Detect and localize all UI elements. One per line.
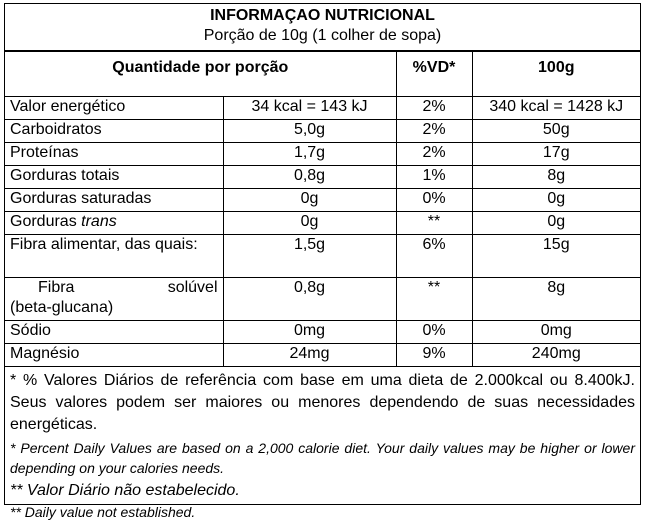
nutrient-name: Gorduras trans — [5, 211, 224, 235]
dv-value: 2% — [395, 96, 473, 120]
label-title: INFORMAÇAO NUTRICIONAL — [210, 7, 435, 24]
table-row: Proteínas 1,7g 2% 17g — [5, 142, 640, 166]
per100-value: 0g — [471, 188, 640, 212]
per100-value: 15g — [471, 234, 640, 278]
nutrient-name: Valor energético — [5, 96, 224, 120]
footnotes: * % Valores Diários de referência com ba… — [5, 367, 640, 522]
dv-value: 1% — [395, 165, 473, 189]
table-row: Fibra solúvel (beta-glucana) 0,8g ** 8g — [5, 277, 640, 321]
nutrient-name: Magnésio — [5, 343, 224, 367]
per100-value: 50g — [471, 119, 640, 143]
nutrient-name-line2: (beta-glucana) — [10, 299, 114, 316]
portion-value: 0,8g — [222, 165, 397, 189]
portion-value: 1,5g — [222, 234, 397, 278]
table-row: Valor energético 34 kcal = 143 kJ 2% 340… — [5, 96, 640, 120]
nutrient-name-line1-b: solúvel — [167, 279, 218, 296]
per100-value: 8g — [471, 277, 640, 321]
portion-value: 0,8g — [222, 277, 397, 321]
table-row: Sódio 0mg 0% 0mg — [5, 320, 640, 344]
footnote-na-en: ** Daily value not established. — [10, 504, 196, 520]
nutrition-table: Quantidade por porção %VD* 100g Valor en… — [5, 51, 640, 367]
nutrient-name: Gorduras totais — [5, 165, 224, 189]
nutrition-facts-label: INFORMAÇAO NUTRICIONAL Porção de 10g (1 … — [4, 3, 641, 520]
portion-value: 0mg — [222, 320, 397, 344]
portion-value: 0g — [222, 211, 397, 235]
footnote-na-pt: ** Valor Diário não estabelecido. — [10, 482, 240, 499]
dv-value: 9% — [395, 343, 473, 367]
portion-value: 24mg — [222, 343, 397, 367]
serving-size: Porção de 10g (1 colher de sopa) — [203, 27, 442, 44]
nutrient-name-prefix: Gorduras — [10, 213, 82, 230]
nutrient-name: Carboidratos — [5, 119, 224, 143]
portion-value: 1,7g — [222, 142, 397, 166]
table-row: Gorduras saturadas 0g 0% 0g — [5, 188, 640, 212]
footnote-dv-pt: * % Valores Diários de referência com ba… — [10, 372, 635, 433]
column-header-dv: %VD* — [395, 51, 473, 97]
per100-value: 340 kcal = 1428 kJ — [471, 96, 640, 120]
table-row: Gorduras trans 0g ** 0g — [5, 211, 640, 235]
nutrient-name: Sódio — [5, 320, 224, 344]
portion-value: 0g — [222, 188, 397, 212]
nutrient-name-line1-wrap: Fibra solúvel — [10, 278, 218, 298]
nutrient-name: Fibra solúvel (beta-glucana) — [5, 277, 224, 321]
portion-value: 34 kcal = 143 kJ — [222, 96, 397, 120]
per100-value: 0mg — [471, 320, 640, 344]
dv-value: ** — [395, 211, 473, 235]
dv-value: ** — [395, 277, 473, 321]
per100-value: 8g — [471, 165, 640, 189]
dv-value: 2% — [395, 142, 473, 166]
label-header: INFORMAÇAO NUTRICIONAL Porção de 10g (1 … — [5, 4, 640, 51]
table-header-row: Quantidade por porção %VD* 100g — [5, 51, 640, 97]
table-row: Magnésio 24mg 9% 240mg — [5, 343, 640, 367]
column-header-100g: 100g — [471, 51, 640, 97]
per100-value: 240mg — [471, 343, 640, 367]
table-row: Carboidratos 5,0g 2% 50g — [5, 119, 640, 143]
table-row: Gorduras totais 0,8g 1% 8g — [5, 165, 640, 189]
dv-value: 0% — [395, 188, 473, 212]
portion-value: 5,0g — [222, 119, 397, 143]
dv-value: 6% — [395, 234, 473, 278]
column-header-portion: Quantidade por porção — [5, 51, 397, 97]
nutrient-name: Gorduras saturadas — [5, 188, 224, 212]
nutrient-name-italic: trans — [81, 213, 117, 230]
nutrient-name: Proteínas — [5, 142, 224, 166]
dv-value: 2% — [395, 119, 473, 143]
per100-value: 0g — [471, 211, 640, 235]
per100-value: 17g — [471, 142, 640, 166]
table-row: Fibra alimentar, das quais: 1,5g 6% 15g — [5, 234, 640, 278]
nutrient-name: Fibra alimentar, das quais: — [5, 234, 224, 278]
nutrient-name-line1-a: Fibra — [38, 279, 75, 296]
footnote-dv-en: * Percent Daily Values are based on a 2,… — [10, 440, 635, 476]
dv-value: 0% — [395, 320, 473, 344]
